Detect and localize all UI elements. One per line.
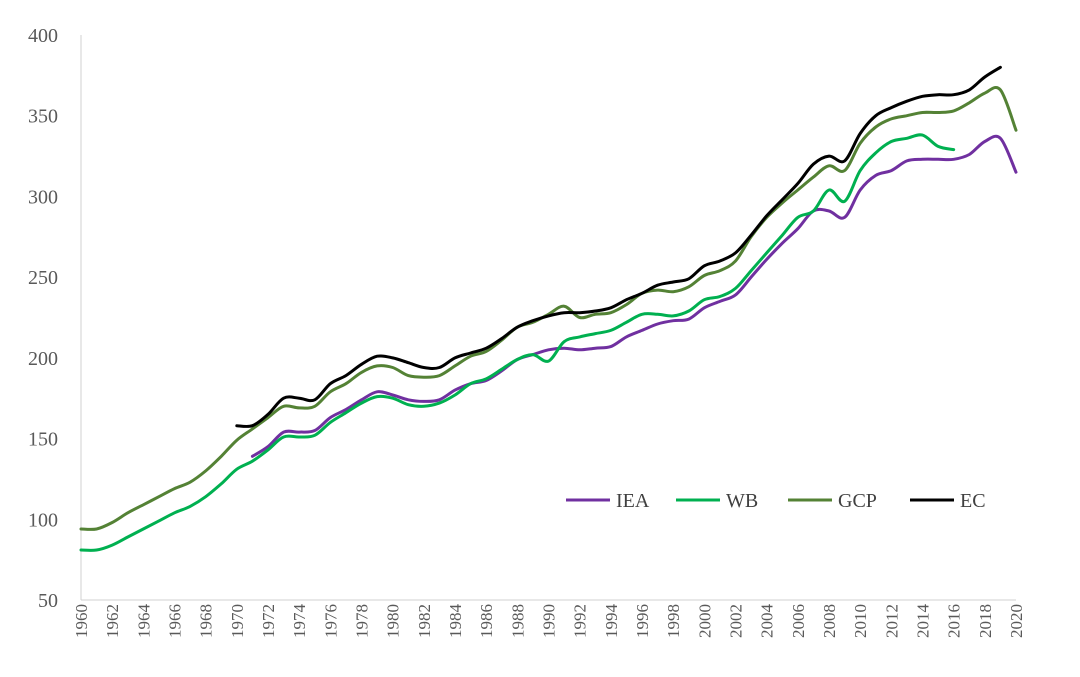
x-tick-label: 1962	[103, 604, 122, 638]
x-tick-label: 1966	[166, 604, 185, 638]
y-tick-label: 50	[38, 590, 58, 612]
x-tick-label: 2012	[882, 604, 901, 638]
x-tick-label: 2010	[851, 604, 870, 638]
x-tick-label: 1968	[197, 604, 216, 638]
x-tick-label: 2020	[1007, 604, 1026, 638]
x-tick-label: 1960	[72, 604, 91, 638]
y-tick-label: 400	[28, 25, 58, 47]
x-tick-label: 2018	[976, 604, 995, 638]
legend-item-gcp: GCP	[788, 490, 877, 512]
x-tick-label: 1980	[384, 604, 403, 638]
y-tick-label: 350	[28, 106, 58, 128]
legend-item-ec: EC	[910, 490, 986, 512]
x-tick-label: 1990	[540, 604, 559, 638]
y-tick-label: 200	[28, 348, 58, 370]
legend-label: IEA	[616, 490, 650, 512]
x-tick-label: 1964	[134, 604, 153, 639]
legend: IEA WB GCP EC	[566, 490, 986, 512]
x-tick-label: 1972	[259, 604, 278, 638]
x-tick-label: 1986	[477, 604, 496, 638]
series-line-iea	[250, 134, 1018, 458]
series-line-ec	[235, 65, 1002, 428]
y-tick-label: 300	[28, 186, 58, 208]
x-tick-label: 1992	[571, 604, 590, 638]
x-tick-label: 2008	[820, 604, 839, 638]
legend-label: GCP	[838, 490, 877, 512]
y-tick-label: 250	[28, 267, 58, 289]
legend-label: EC	[960, 490, 986, 512]
x-tick-label: 1994	[602, 604, 621, 639]
x-tick-label: 2016	[945, 604, 964, 638]
x-tick-label: 1978	[353, 604, 372, 638]
x-axis: 1960 1962 1964 1966 1968 1970 1972 1974 1976 1978…	[72, 599, 1026, 639]
x-tick-label: 1998	[664, 604, 683, 638]
x-tick-label: 1974	[290, 604, 309, 639]
y-tick-label: 100	[28, 509, 58, 531]
legend-label: WB	[726, 490, 758, 512]
y-axis: 50 100 150 200 250 300 350 400	[28, 25, 82, 612]
x-tick-label: 2002	[727, 604, 746, 638]
x-tick-label: 1996	[633, 604, 652, 638]
y-tick-label: 150	[28, 429, 58, 451]
x-tick-label: 1982	[415, 604, 434, 638]
series-line-gcp	[79, 85, 1018, 531]
x-tick-label: 2014	[914, 604, 933, 639]
plot-area	[79, 65, 1018, 552]
x-tick-label: 1970	[228, 604, 247, 638]
x-tick-label: 1976	[321, 604, 340, 638]
x-tick-label: 1984	[446, 604, 465, 639]
x-tick-label: 2006	[789, 604, 808, 638]
legend-item-iea: IEA	[566, 490, 650, 512]
series-line-wb	[79, 133, 956, 552]
legend-item-wb: WB	[676, 490, 758, 512]
x-tick-label: 2004	[758, 604, 777, 639]
x-tick-label: 2000	[695, 604, 714, 638]
x-tick-label: 1988	[508, 604, 527, 638]
